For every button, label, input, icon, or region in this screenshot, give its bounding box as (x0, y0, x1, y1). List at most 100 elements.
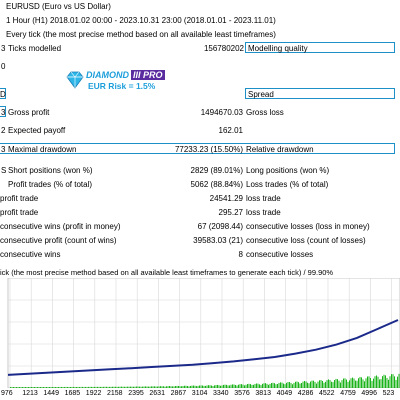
volume-bar (104, 386, 106, 388)
spread-box (245, 88, 395, 99)
volume-bar (347, 381, 349, 388)
volume-bar (395, 379, 397, 388)
volume-bar (215, 385, 217, 388)
volume-bar (236, 385, 238, 388)
volume-bar (26, 386, 28, 388)
volume-bar (34, 386, 35, 388)
volume-bar (52, 386, 53, 388)
volume-bar (197, 385, 199, 388)
volume-bar (232, 384, 233, 388)
volume-bar (185, 385, 187, 388)
volume-bar (65, 386, 67, 388)
volume-bar (203, 385, 205, 388)
volume-bar (157, 386, 158, 388)
volume-bar (286, 382, 287, 388)
logo-brand-text: DIAMOND III PRO (86, 70, 165, 80)
volume-bar (374, 376, 376, 388)
x-tick-label: 3813 (255, 390, 271, 397)
volume-bar (287, 382, 289, 388)
x-tick-label: 976 (1, 390, 13, 397)
chart-caption: ick (the most precise method based on al… (0, 268, 334, 277)
volume-bar (391, 374, 392, 388)
volume-bar (251, 384, 253, 388)
gross-profit-label: Gross profit (8, 108, 50, 117)
volume-bar (220, 385, 221, 388)
volume-bar (212, 385, 214, 388)
volume-bar (359, 376, 361, 388)
volume-bar (121, 386, 122, 388)
x-tick-label: 2631 (149, 390, 165, 397)
logo-risk: EUR Risk = 1.5% (88, 81, 156, 91)
modelling-quality-label: Modelling quality (248, 44, 308, 53)
volume-bar (98, 386, 100, 388)
volume-bar (56, 386, 58, 388)
volume-bar (265, 383, 266, 388)
volume-bar (304, 381, 305, 388)
volume-bar (242, 384, 244, 388)
volume-bar (107, 386, 109, 388)
volume-bar (91, 386, 92, 388)
volume-bar (61, 386, 62, 388)
volume-bar (76, 386, 77, 388)
volume-bar (326, 380, 328, 388)
volume-bar (103, 386, 104, 388)
volume-bar (322, 380, 323, 388)
volume-bar (352, 377, 353, 388)
volume-bar (209, 385, 211, 388)
volume-bar (148, 386, 149, 388)
volume-bar (94, 386, 95, 388)
volume-bar (179, 386, 181, 388)
volume-bar (164, 386, 166, 388)
volume-bar (136, 386, 137, 388)
volume-bar (20, 386, 22, 388)
volume-bar (362, 379, 364, 388)
x-tick-label: 1213 (22, 390, 38, 397)
volume-bar (239, 384, 241, 388)
volume-bar (92, 386, 94, 388)
volume-bar (145, 386, 146, 388)
x-tick-label: 1685 (64, 390, 81, 397)
volume-bar (257, 383, 259, 388)
volume-bar (230, 384, 232, 388)
volume-bar (22, 386, 23, 388)
volume-bar (188, 386, 190, 388)
volume-bar (35, 386, 37, 388)
volume-bar (19, 386, 20, 388)
volume-bar (37, 386, 38, 388)
volume-bar (82, 386, 83, 388)
max-cons-loss-label: consecutive loss (count of losses) (246, 236, 366, 245)
row-prefix-maxdd: 3 (1, 145, 6, 154)
volume-bar (64, 386, 65, 388)
spread-label: Spread (248, 90, 274, 99)
volume-bar (299, 383, 301, 388)
volume-bar (128, 386, 130, 388)
volume-bar (199, 385, 200, 388)
volume-bar (260, 384, 262, 388)
average-profit-label: profit trade (0, 208, 39, 217)
volume-bar (40, 386, 41, 388)
volume-bar (274, 383, 275, 388)
volume-bar (208, 385, 209, 388)
volume-bar (238, 384, 239, 388)
relative-drawdown-label: Relative drawdown (246, 145, 314, 154)
volume-bar (397, 376, 398, 388)
volume-bar (58, 386, 59, 388)
volume-bar (328, 379, 329, 388)
volume-bar (175, 386, 176, 388)
volume-bar (263, 383, 265, 388)
volume-bar (194, 385, 196, 388)
volume-bar (364, 381, 365, 388)
volume-bar (356, 380, 358, 388)
x-tick-label: 523 (382, 390, 395, 397)
volume-bar (386, 377, 388, 388)
volume-bar (160, 386, 161, 388)
row-marker-d: D (0, 90, 6, 99)
volume-bar (190, 385, 191, 388)
volume-bar (235, 384, 236, 388)
volume-bar (173, 386, 175, 388)
volume-bar (394, 376, 395, 388)
max-cons-wins-label: consecutive wins (profit in money) (0, 222, 121, 231)
volume-bar (53, 386, 55, 388)
volume-bar (298, 382, 299, 388)
profit-trades-label: Profit trades (% of total) (8, 180, 93, 189)
